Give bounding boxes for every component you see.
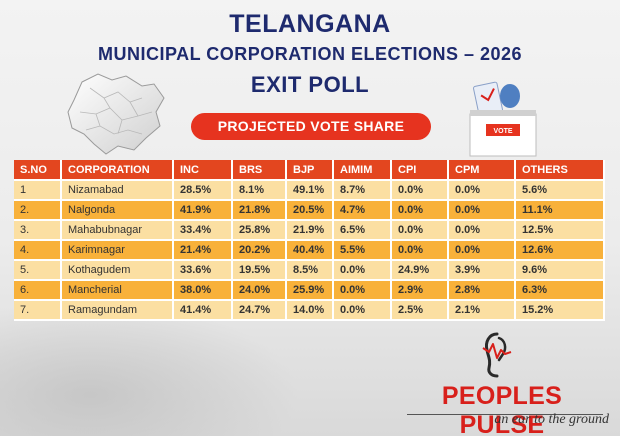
table-row: 5. Kothagudem 33.6% 19.5% 8.5% 0.0% 24.9…	[14, 261, 605, 281]
cell-others: 15.2%	[516, 301, 605, 321]
cell-corporation: Mancherial	[62, 281, 174, 301]
cell-cpi: 0.0%	[392, 201, 449, 221]
cell-brs: 24.7%	[233, 301, 287, 321]
brand-divider	[407, 414, 603, 415]
cell-cpm: 0.0%	[449, 201, 516, 221]
cell-sno: 7.	[14, 301, 62, 321]
cell-aimim: 0.0%	[334, 281, 392, 301]
table-row: 2. Nalgonda 41.9% 21.8% 20.5% 4.7% 0.0% …	[14, 201, 605, 221]
cell-corporation: Nizamabad	[62, 181, 174, 201]
table-row: 1 Nizamabad 28.5% 8.1% 49.1% 8.7% 0.0% 0…	[14, 181, 605, 201]
ballot-box-label: VOTE	[493, 128, 512, 135]
cell-others: 12.6%	[516, 241, 605, 261]
cell-sno: 3.	[14, 221, 62, 241]
cell-corporation: Mahabubnagar	[62, 221, 174, 241]
cell-cpm: 0.0%	[449, 221, 516, 241]
cell-aimim: 5.5%	[334, 241, 392, 261]
cell-brs: 25.8%	[233, 221, 287, 241]
cell-inc: 33.4%	[174, 221, 233, 241]
cell-sno: 5.	[14, 261, 62, 281]
cell-bjp: 20.5%	[287, 201, 334, 221]
page-subtitle: MUNICIPAL CORPORATION ELECTIONS – 2026	[97, 44, 523, 64]
cell-inc: 41.9%	[174, 201, 233, 221]
cell-others: 6.3%	[516, 281, 605, 301]
cell-sno: 2.	[14, 201, 62, 221]
cell-cpi: 2.9%	[392, 281, 449, 301]
page-heading-exit-poll: EXIT POLL	[250, 72, 370, 97]
cell-aimim: 4.7%	[334, 201, 392, 221]
ballot-box-icon: VOTE	[469, 81, 537, 157]
brand-logo: PEOPLES PULSE an ear to the ground	[397, 330, 609, 436]
table-row: 6. Mancherial 38.0% 24.0% 25.9% 0.0% 2.9…	[14, 281, 605, 301]
vote-share-table-container: S.NO CORPORATION INC BRS BJP AIMIM CPI C…	[14, 160, 605, 321]
brand-name: PEOPLES PULSE	[441, 382, 563, 436]
column-header-aimim: AIMIM	[334, 160, 392, 181]
cell-cpi: 0.0%	[392, 241, 449, 261]
cell-cpm: 2.1%	[449, 301, 516, 321]
cell-bjp: 40.4%	[287, 241, 334, 261]
cell-aimim: 6.5%	[334, 221, 392, 241]
vote-share-table: S.NO CORPORATION INC BRS BJP AIMIM CPI C…	[14, 160, 605, 321]
cell-cpm: 2.8%	[449, 281, 516, 301]
cell-brs: 19.5%	[233, 261, 287, 281]
cell-cpm: 3.9%	[449, 261, 516, 281]
cell-brs: 24.0%	[233, 281, 287, 301]
table-header-row: S.NO CORPORATION INC BRS BJP AIMIM CPI C…	[14, 160, 605, 181]
cell-others: 9.6%	[516, 261, 605, 281]
brand-tagline: an ear to the ground	[494, 412, 609, 427]
cell-cpm: 0.0%	[449, 241, 516, 261]
column-header-brs: BRS	[233, 160, 287, 181]
cell-inc: 38.0%	[174, 281, 233, 301]
cell-cpi: 2.5%	[392, 301, 449, 321]
cell-corporation: Nalgonda	[62, 201, 174, 221]
cell-inc: 41.4%	[174, 301, 233, 321]
cell-cpi: 0.0%	[392, 221, 449, 241]
cell-sno: 1	[14, 181, 62, 201]
cell-brs: 20.2%	[233, 241, 287, 261]
cell-sno: 4.	[14, 241, 62, 261]
cell-others: 5.6%	[516, 181, 605, 201]
table-row: 4. Karimnagar 21.4% 20.2% 40.4% 5.5% 0.0…	[14, 241, 605, 261]
column-header-bjp: BJP	[287, 160, 334, 181]
cell-sno: 6.	[14, 281, 62, 301]
cell-others: 12.5%	[516, 221, 605, 241]
cell-bjp: 49.1%	[287, 181, 334, 201]
cell-aimim: 8.7%	[334, 181, 392, 201]
cell-cpi: 24.9%	[392, 261, 449, 281]
cell-others: 11.1%	[516, 201, 605, 221]
cell-bjp: 8.5%	[287, 261, 334, 281]
cell-inc: 33.6%	[174, 261, 233, 281]
column-header-others: OTHERS	[516, 160, 605, 181]
column-header-inc: INC	[174, 160, 233, 181]
cell-corporation: Ramagundam	[62, 301, 174, 321]
cell-aimim: 0.0%	[334, 261, 392, 281]
cell-aimim: 0.0%	[334, 301, 392, 321]
cell-bjp: 25.9%	[287, 281, 334, 301]
telangana-map-icon	[67, 73, 165, 155]
column-header-cpm: CPM	[449, 160, 516, 181]
column-header-corporation: CORPORATION	[62, 160, 174, 181]
cell-inc: 28.5%	[174, 181, 233, 201]
cell-cpm: 0.0%	[449, 181, 516, 201]
cell-bjp: 21.9%	[287, 221, 334, 241]
page-title: TELANGANA	[229, 10, 391, 38]
background-shade	[0, 300, 300, 436]
cell-brs: 8.1%	[233, 181, 287, 201]
column-header-cpi: CPI	[392, 160, 449, 181]
cell-corporation: Karimnagar	[62, 241, 174, 261]
cell-inc: 21.4%	[174, 241, 233, 261]
table-row: 7. Ramagundam 41.4% 24.7% 14.0% 0.0% 2.5…	[14, 301, 605, 321]
cell-cpi: 0.0%	[392, 181, 449, 201]
cell-corporation: Kothagudem	[62, 261, 174, 281]
projected-vote-share-banner: PROJECTED VOTE SHARE	[191, 113, 431, 140]
table-row: 3. Mahabubnagar 33.4% 25.8% 21.9% 6.5% 0…	[14, 221, 605, 241]
cell-brs: 21.8%	[233, 201, 287, 221]
peoples-pulse-emblem-icon	[482, 332, 512, 378]
column-header-sno: S.NO	[14, 160, 62, 181]
cell-bjp: 14.0%	[287, 301, 334, 321]
